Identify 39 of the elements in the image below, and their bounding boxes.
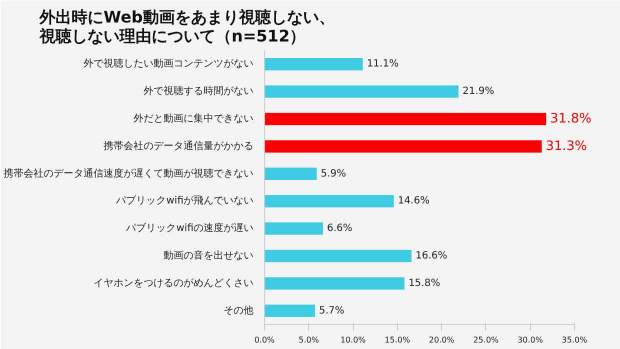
bar — [264, 304, 315, 317]
bar — [264, 112, 546, 126]
bar — [264, 140, 542, 153]
data-label: 14.6% — [398, 196, 430, 207]
y-tick-label: パブリックwifiの速度が遅い — [125, 222, 254, 234]
data-label: 6.6% — [326, 223, 352, 234]
x-tick-label: 5.0% — [298, 336, 320, 344]
data-label: 31.8% — [550, 112, 592, 126]
x-tick-label: 20.0% — [428, 336, 455, 344]
y-tick-label: 携帯会社のデータ通信量がかかる — [104, 140, 254, 152]
bar — [264, 222, 323, 235]
data-label: 15.8% — [408, 278, 440, 289]
y-tick-label: パブリックwifiが飛んでいない — [115, 194, 254, 207]
bar — [264, 250, 412, 262]
data-label: 31.3% — [546, 138, 588, 154]
y-tick-label: 外だと動画に集中できない — [134, 112, 254, 124]
x-tick-label: 30.0% — [518, 336, 544, 344]
data-label: 5.9% — [320, 168, 346, 180]
bar — [264, 195, 394, 208]
x-tick-label: 0.0% — [254, 336, 276, 344]
x-tick-label: 35.0% — [562, 336, 588, 344]
x-tick-label: 25.0% — [473, 336, 500, 344]
bar — [264, 85, 458, 98]
chart-title: 外出時にWeb動画をあまり視聴しない、視聴しない理由について（n=512） — [38, 8, 335, 46]
data-label: 11.1% — [366, 58, 399, 70]
bar — [264, 277, 404, 290]
bar — [264, 58, 363, 70]
y-tick-label: 外で視聴する時間がない — [144, 85, 254, 98]
x-tick-label: 10.0% — [340, 336, 366, 344]
data-label: 21.9% — [462, 86, 494, 98]
y-tick-label: 外で視聴したい動画コンテンツがない — [84, 58, 254, 70]
x-tick-label: 15.0% — [384, 336, 410, 344]
bar — [264, 168, 317, 180]
y-tick-label: その他 — [224, 304, 254, 316]
data-label: 5.7% — [318, 305, 344, 316]
y-tick-label: イヤホンをつけるのがめんどくさい — [94, 278, 254, 289]
data-label: 16.6% — [416, 250, 448, 262]
y-tick-label: 携帯会社のデータ通信速度が遅くて動画が視聴できない — [4, 167, 254, 180]
y-tick-label: 動画の音を出せない — [164, 250, 254, 262]
